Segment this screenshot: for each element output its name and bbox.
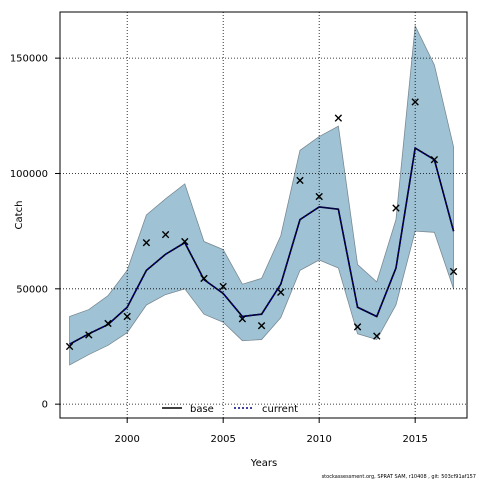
current-estimate-line [69, 146, 455, 345]
grid-layer [60, 12, 467, 418]
observed-point-stroke [161, 230, 170, 239]
observed-point-stroke [142, 238, 151, 247]
observed-point-stroke [123, 312, 131, 321]
observed-point [430, 155, 439, 164]
observed-point-stroke [65, 342, 74, 351]
observed-point [392, 204, 400, 212]
observed-point-stroke [277, 288, 285, 296]
legend: base current [162, 404, 298, 415]
observed-point [296, 176, 304, 185]
footer-credit: stockassessment.org, SPRAT SAM, r10408 ,… [322, 474, 476, 480]
observed-point [373, 332, 381, 340]
observed-point [123, 312, 131, 321]
x-tick-label: 2005 [210, 434, 235, 445]
observed-point [353, 323, 362, 331]
observed-point-stroke [315, 192, 323, 201]
axis-layer: 2000 2005 2010 2015 0 50000 100000 150000 [10, 54, 428, 445]
legend-base-label: base [190, 404, 214, 415]
observed-point [238, 315, 247, 323]
observed-point-stroke [181, 237, 189, 246]
observed-point-stroke [392, 204, 400, 212]
observed-point [85, 331, 93, 339]
x-tick-label: 2015 [402, 434, 427, 445]
observed-point-stroke [430, 155, 439, 164]
estimate-line-layer [69, 146, 455, 345]
observed-point [161, 230, 170, 239]
observed-point-stroke [238, 315, 247, 323]
y-tick-label: 100000 [10, 169, 48, 180]
observed-point-stroke [219, 282, 227, 291]
observed-point-stroke [104, 319, 112, 328]
observed-point [277, 288, 285, 296]
legend-current-label: current [262, 404, 298, 415]
y-tick-label: 50000 [16, 284, 48, 295]
observed-point [449, 267, 458, 276]
observed-point [142, 238, 151, 247]
observed-point-stroke [334, 114, 343, 122]
observed-point [315, 192, 323, 201]
observed-point-stroke [85, 331, 93, 339]
observed-points-layer [65, 98, 458, 351]
observed-point [181, 237, 189, 246]
observed-point-stroke [257, 322, 266, 330]
observed-point [334, 114, 343, 122]
observed-point [104, 319, 112, 328]
plot-frame [59, 11, 468, 419]
observed-point-stroke [296, 176, 304, 185]
y-axis-title: Catch [14, 201, 25, 230]
x-tick-label: 2010 [306, 434, 331, 445]
observed-point [219, 282, 227, 291]
observed-point-stroke [200, 274, 208, 283]
observed-point-stroke [411, 98, 419, 106]
observed-point [411, 98, 419, 106]
observed-point-stroke [353, 323, 362, 331]
y-tick-label: 150000 [10, 54, 48, 65]
observed-point [257, 322, 266, 330]
x-axis-title: Years [250, 458, 277, 469]
y-tick-label: 0 [42, 400, 48, 411]
observed-point [65, 342, 74, 351]
observed-point [200, 274, 208, 283]
x-tick-label: 2000 [114, 434, 139, 445]
observed-point-stroke [449, 267, 458, 276]
observed-point-stroke [373, 332, 381, 340]
